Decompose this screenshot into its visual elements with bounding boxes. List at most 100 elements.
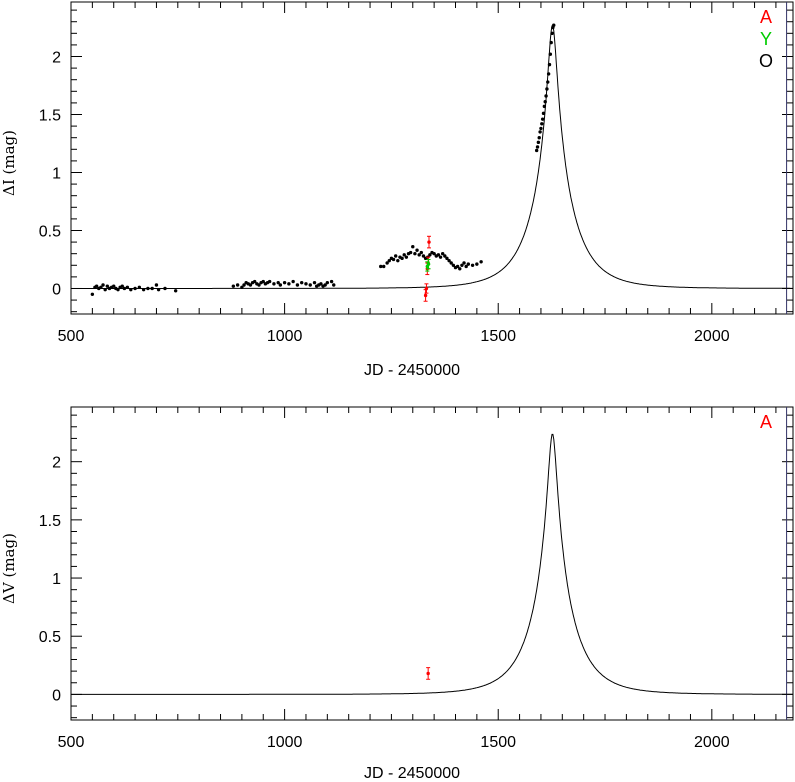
data-point: [400, 256, 404, 261]
data-point: [150, 286, 154, 291]
data-point: [443, 254, 447, 258]
model-curve: [71, 433, 793, 695]
data-point: [423, 293, 428, 298]
data-point: [432, 251, 436, 256]
data-point: [287, 282, 291, 286]
data-point: [408, 250, 413, 255]
data-point: [141, 287, 146, 292]
model-curve: [71, 25, 793, 289]
data-point: [537, 136, 541, 140]
data-point: [424, 286, 429, 291]
x-tick-label: 500: [58, 328, 85, 345]
x-tick-label: 2000: [694, 734, 730, 751]
data-point: [276, 280, 280, 285]
data-point: [543, 100, 547, 104]
data-point: [428, 253, 432, 257]
data-point: [479, 260, 483, 264]
data-point: [396, 258, 400, 263]
data-point: [546, 72, 551, 76]
y-tick-label: 1.5: [39, 513, 61, 530]
data-point: [173, 289, 178, 293]
data-point: [438, 255, 443, 259]
y-tick-label: 0: [52, 687, 61, 704]
data-point: [137, 285, 142, 290]
x-tick-label: 1000: [267, 328, 303, 345]
data-point: [299, 280, 304, 285]
data-point: [308, 283, 312, 287]
top-panel: 500 1000 1500 2000 0 0.5 1 1.5 2 JD - 2450000 ΔI (…: [0, 1, 794, 379]
x-axis-label: JD - 2450000: [364, 765, 460, 782]
data-point: [391, 257, 396, 262]
data-point: [449, 261, 453, 265]
data-point: [464, 264, 468, 269]
plot-frame: [70, 406, 794, 721]
y-tick-label: 2: [52, 50, 61, 67]
data-point: [312, 280, 317, 285]
plot-frame: [70, 1, 794, 315]
data-point: [304, 282, 308, 286]
data-point: [540, 117, 545, 121]
data-point: [325, 280, 330, 285]
data-point: [323, 283, 327, 287]
data-point: [295, 283, 300, 287]
data-point: [542, 104, 547, 109]
y-tick-label: 1.5: [39, 108, 61, 125]
data-point: [421, 254, 426, 258]
data-point: [451, 263, 456, 267]
data-point: [125, 285, 130, 290]
data-point: [156, 287, 161, 292]
data-point: [248, 283, 253, 287]
data-point: [329, 279, 334, 284]
legend-entry: O: [759, 51, 773, 71]
y-tick-label: 2: [52, 455, 61, 472]
data-point: [99, 285, 103, 290]
x-tick-label: 1500: [480, 328, 516, 345]
data-point: [460, 263, 464, 267]
bottom-panel: 500 1000 1500 2000 0 0.5 1 1.5 2 JD - 2450000 ΔV (…: [0, 406, 794, 782]
y-tick-label: 1: [52, 571, 61, 588]
data-point: [436, 253, 441, 257]
data-point: [235, 283, 240, 287]
data-point: [385, 261, 389, 265]
data-point: [253, 279, 257, 284]
data-point: [545, 87, 549, 91]
data-point: [536, 140, 541, 145]
data-point: [319, 282, 323, 286]
data-point: [387, 258, 391, 263]
data-point: [103, 287, 107, 292]
data-point: [419, 250, 424, 255]
data-point: [546, 80, 550, 84]
data-point: [257, 283, 261, 287]
data-point: [413, 251, 417, 256]
data-point: [101, 283, 105, 287]
data-point: [466, 262, 471, 266]
data-point: [548, 52, 553, 56]
data-point: [261, 279, 265, 284]
x-tick-label: 1000: [267, 734, 303, 751]
data-point: [278, 283, 283, 287]
legend-entry: A: [760, 7, 772, 27]
legend-entry: A: [760, 412, 772, 432]
data-point: [440, 251, 445, 256]
data-point: [291, 279, 295, 284]
data-point: [393, 254, 398, 258]
data-point: [539, 126, 543, 131]
data-point: [535, 145, 540, 149]
data-point: [426, 671, 430, 676]
data-point: [426, 262, 431, 266]
data-point: [462, 261, 466, 265]
data-point: [427, 240, 431, 244]
data-point: [541, 111, 546, 116]
data-point: [94, 284, 99, 288]
data-point: [272, 282, 276, 286]
data-point: [240, 285, 244, 290]
data-point: [458, 267, 462, 271]
data-point: [267, 279, 272, 284]
y-axis-label: ΔV (mag): [0, 533, 18, 604]
data-point: [120, 284, 124, 288]
data-point: [445, 256, 449, 261]
x-tick-label: 1500: [480, 734, 516, 751]
data-point: [122, 286, 127, 291]
data-point: [544, 94, 548, 98]
